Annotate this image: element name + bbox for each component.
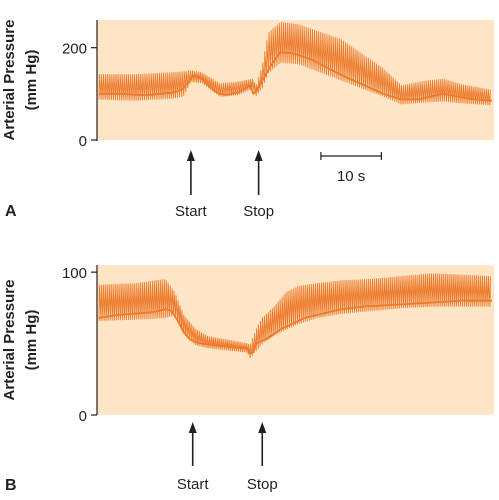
- panel-b-pressure-trace: [98, 273, 492, 359]
- panel-a-letter: A: [5, 203, 17, 220]
- time-scale-bar: 10 s: [320, 152, 382, 185]
- arrow-head-icon: [258, 422, 267, 433]
- panel-a-event-markers: Start Stop: [175, 150, 274, 220]
- pulse-waveform: [98, 273, 491, 359]
- panel-a-y-axis: 0 200: [62, 20, 98, 150]
- mean-pressure-line: [99, 51, 493, 102]
- y-tick-label: 0: [79, 133, 87, 150]
- panel-a-y-ticks: 0 200: [62, 41, 97, 150]
- panel-a-pressure-trace: [98, 21, 493, 106]
- event-start-marker: Start: [177, 422, 210, 493]
- scale-bar-label: 10 s: [337, 168, 365, 185]
- y-tick-label: 0: [79, 408, 87, 425]
- panel-b-event-markers: Start Stop: [177, 422, 278, 493]
- event-label: Stop: [243, 203, 274, 220]
- panel-b: 0 100 Arterial Pressure (mm Hg) Start Stop…: [1, 265, 494, 494]
- panel-b-y-ticks: 0 100: [62, 265, 97, 425]
- panel-b-letter: B: [5, 477, 17, 494]
- panel-b-y-axis: 0 100: [62, 265, 98, 425]
- arrow-head-icon: [186, 150, 195, 161]
- event-label: Start: [175, 203, 208, 220]
- event-stop-marker: Stop: [243, 150, 274, 220]
- panel-a-ylabel-line2: (mm Hg): [23, 50, 40, 111]
- panel-a-ylabel-line1: Arterial Pressure: [1, 20, 18, 141]
- event-start-marker: Start: [175, 150, 208, 220]
- mean-pressure-line: [98, 299, 492, 355]
- y-tick-label: 200: [62, 41, 87, 58]
- event-label: Start: [177, 476, 210, 493]
- arrow-head-icon: [188, 422, 197, 433]
- arrow-head-icon: [254, 150, 263, 161]
- panel-a: 0 200 Arterial Pressure (mm Hg) Start Stop…: [1, 20, 494, 220]
- panel-b-ylabel-line1: Arterial Pressure: [1, 280, 18, 401]
- panel-b-ylabel-line2: (mm Hg): [23, 310, 40, 371]
- event-stop-marker: Stop: [247, 422, 278, 493]
- event-label: Stop: [247, 476, 278, 493]
- y-tick-label: 100: [62, 265, 87, 282]
